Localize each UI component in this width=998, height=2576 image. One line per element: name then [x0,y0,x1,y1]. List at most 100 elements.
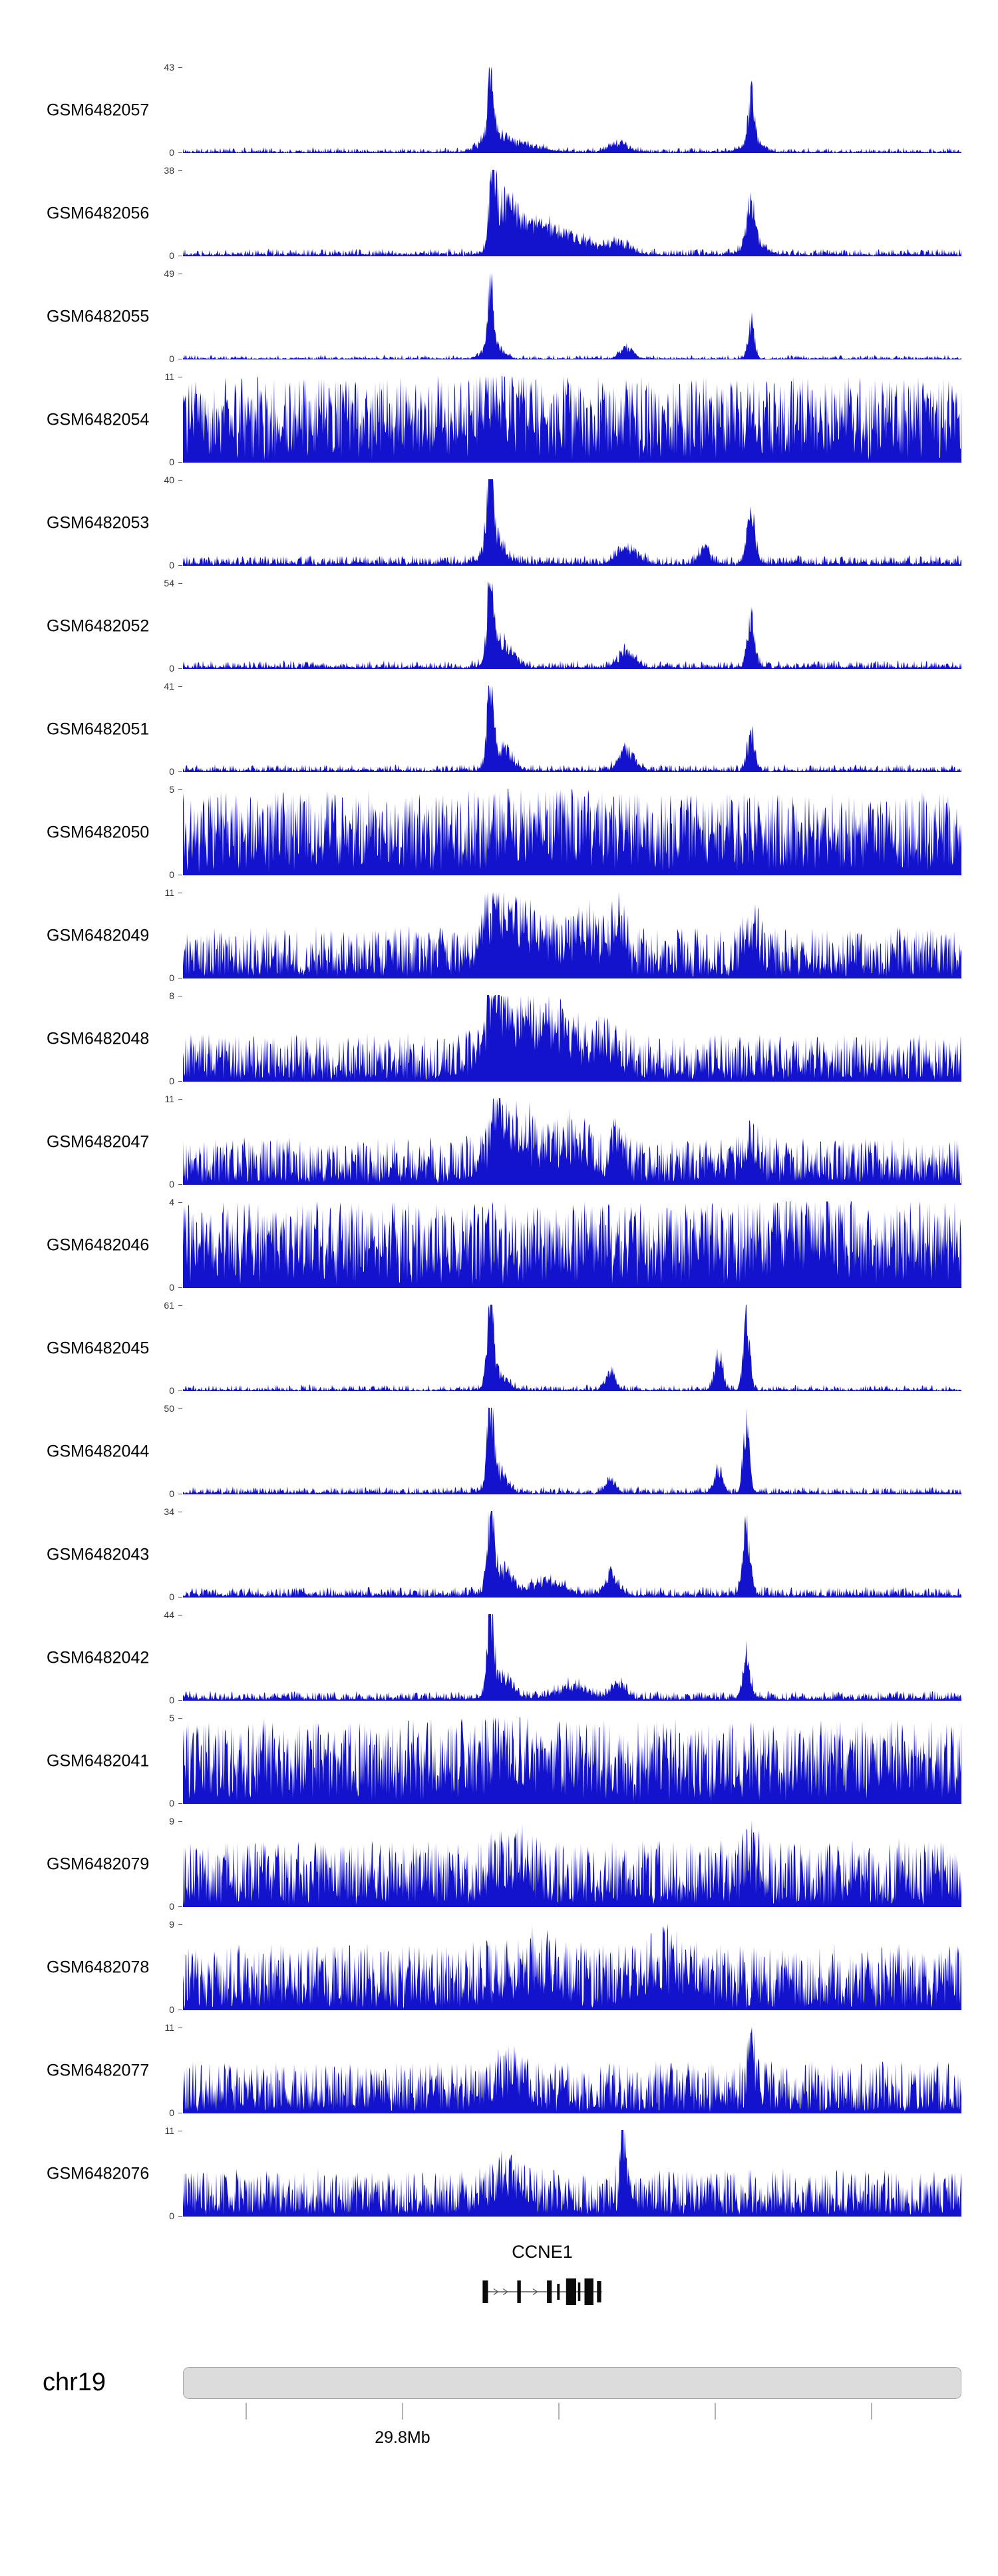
track-row: GSM6482047 11 0 [0,1090,998,1193]
coverage-plot [183,892,961,978]
track-label: GSM6482051 [47,720,150,738]
axis-tick-top [178,583,182,584]
track-ymax-label: 9 [169,1919,174,1930]
track-row: GSM6482076 11 0 [0,2122,998,2225]
coverage-signal [183,1305,961,1391]
track-label: GSM6482050 [47,823,150,841]
track-ymax-label: 49 [164,268,174,279]
track-ymax-label: 43 [164,62,174,73]
axis-tick [715,2403,717,2420]
track-row: GSM6482077 11 0 [0,2019,998,2122]
track-label: GSM6482047 [47,1132,150,1151]
track-row: GSM6482042 44 0 [0,1606,998,1709]
strand-arrow-icon [502,2288,508,2296]
coverage-signal [183,1924,961,2010]
track-ymin-label: 0 [169,2107,174,2118]
track-ymax-label: 11 [164,2022,174,2033]
track-label: GSM6482049 [47,926,150,945]
coverage-plot [183,1924,961,2010]
coverage-signal [183,2130,961,2217]
track-row: GSM6482050 5 0 [0,781,998,884]
axis-tick-top [178,480,182,481]
coverage-plot [183,67,961,153]
coverage-plot [183,1511,961,1598]
chromosome-ideogram [183,2367,961,2399]
track-ymin-label: 0 [169,2004,174,2015]
axis-tick [401,2403,403,2420]
axis-tick-top [178,789,182,790]
track-row: GSM6482078 9 0 [0,1916,998,2019]
track-ymax-label: 40 [164,475,174,485]
track-label: GSM6482078 [47,1958,150,1976]
track-ymax-label: 8 [169,990,174,1001]
track-ymin-label: 0 [169,1385,174,1396]
track-label: GSM6482042 [47,1648,150,1667]
track-ymin-label: 0 [169,457,174,467]
axis-tick-top [178,1408,182,1409]
track-ymax-label: 38 [164,165,174,176]
track-row: GSM6482044 50 0 [0,1400,998,1503]
coverage-signal [183,1821,961,1907]
track-label: GSM6482054 [47,410,150,429]
track-ymax-label: 34 [164,1506,174,1517]
axis-tick-top [178,170,182,171]
track-ymin-label: 0 [169,1798,174,1809]
axis-tick-bottom [178,668,182,669]
axis-tick-bottom [178,1803,182,1804]
track-ymin-label: 0 [169,1592,174,1602]
chromosome-label: chr19 [43,2368,106,2396]
coverage-signal [183,995,961,1082]
coverage-signal [183,582,961,669]
axis-tick [558,2403,560,2420]
track-label: GSM6482052 [47,616,150,635]
track-label: GSM6482053 [47,513,150,532]
track-ymin-label: 0 [169,1901,174,1912]
coverage-plot [183,273,961,359]
track-ymin-label: 0 [169,560,174,570]
track-ymin-label: 0 [169,869,174,880]
track-row: GSM6482041 5 0 [0,1709,998,1813]
track-ymin-label: 0 [169,147,174,158]
strand-arrow-icon [532,2288,538,2296]
axis-tick-bottom [178,1184,182,1185]
coverage-signal [183,1511,961,1598]
track-ymax-label: 41 [164,681,174,692]
axis-tick-bottom [178,1597,182,1598]
track-ymin-label: 0 [169,2211,174,2221]
coverage-signal [183,376,961,463]
axis-tick-top [178,1821,182,1822]
axis-tick [871,2403,873,2420]
track-row: GSM6482079 9 0 [0,1813,998,1916]
coverage-signal [183,67,961,153]
gene-model [482,2278,602,2305]
coverage-signal [183,2027,961,2113]
track-label: GSM6482044 [47,1442,150,1460]
axis-tick-bottom [178,1906,182,1907]
axis-tick-top [178,67,182,68]
strand-arrow-icon [493,2288,499,2296]
coverage-plot [183,2027,961,2113]
coverage-signal [183,273,961,359]
coverage-plot [183,1201,961,1288]
coverage-signal [183,1614,961,1701]
exon-box [547,2280,552,2303]
track-ymin-label: 0 [169,1282,174,1293]
exon-box [557,2284,560,2300]
axis-tick-bottom [178,565,182,566]
track-label: GSM6482076 [47,2164,150,2183]
coverage-signal [183,1717,961,1804]
track-ymax-label: 44 [164,1610,174,1620]
coverage-plot [183,376,961,463]
track-ymin-label: 0 [169,1695,174,1705]
track-ymax-label: 5 [169,784,174,795]
coverage-signal [183,1098,961,1185]
axis-tick-bottom [178,1081,182,1082]
track-row: GSM6482049 11 0 [0,884,998,987]
track-label: GSM6482045 [47,1339,150,1357]
track-row: GSM6482052 54 0 [0,574,998,678]
track-row: GSM6482051 41 0 [0,678,998,781]
track-ymax-label: 11 [164,2125,174,2136]
coverage-signal [183,1408,961,1494]
track-ymin-label: 0 [169,250,174,261]
